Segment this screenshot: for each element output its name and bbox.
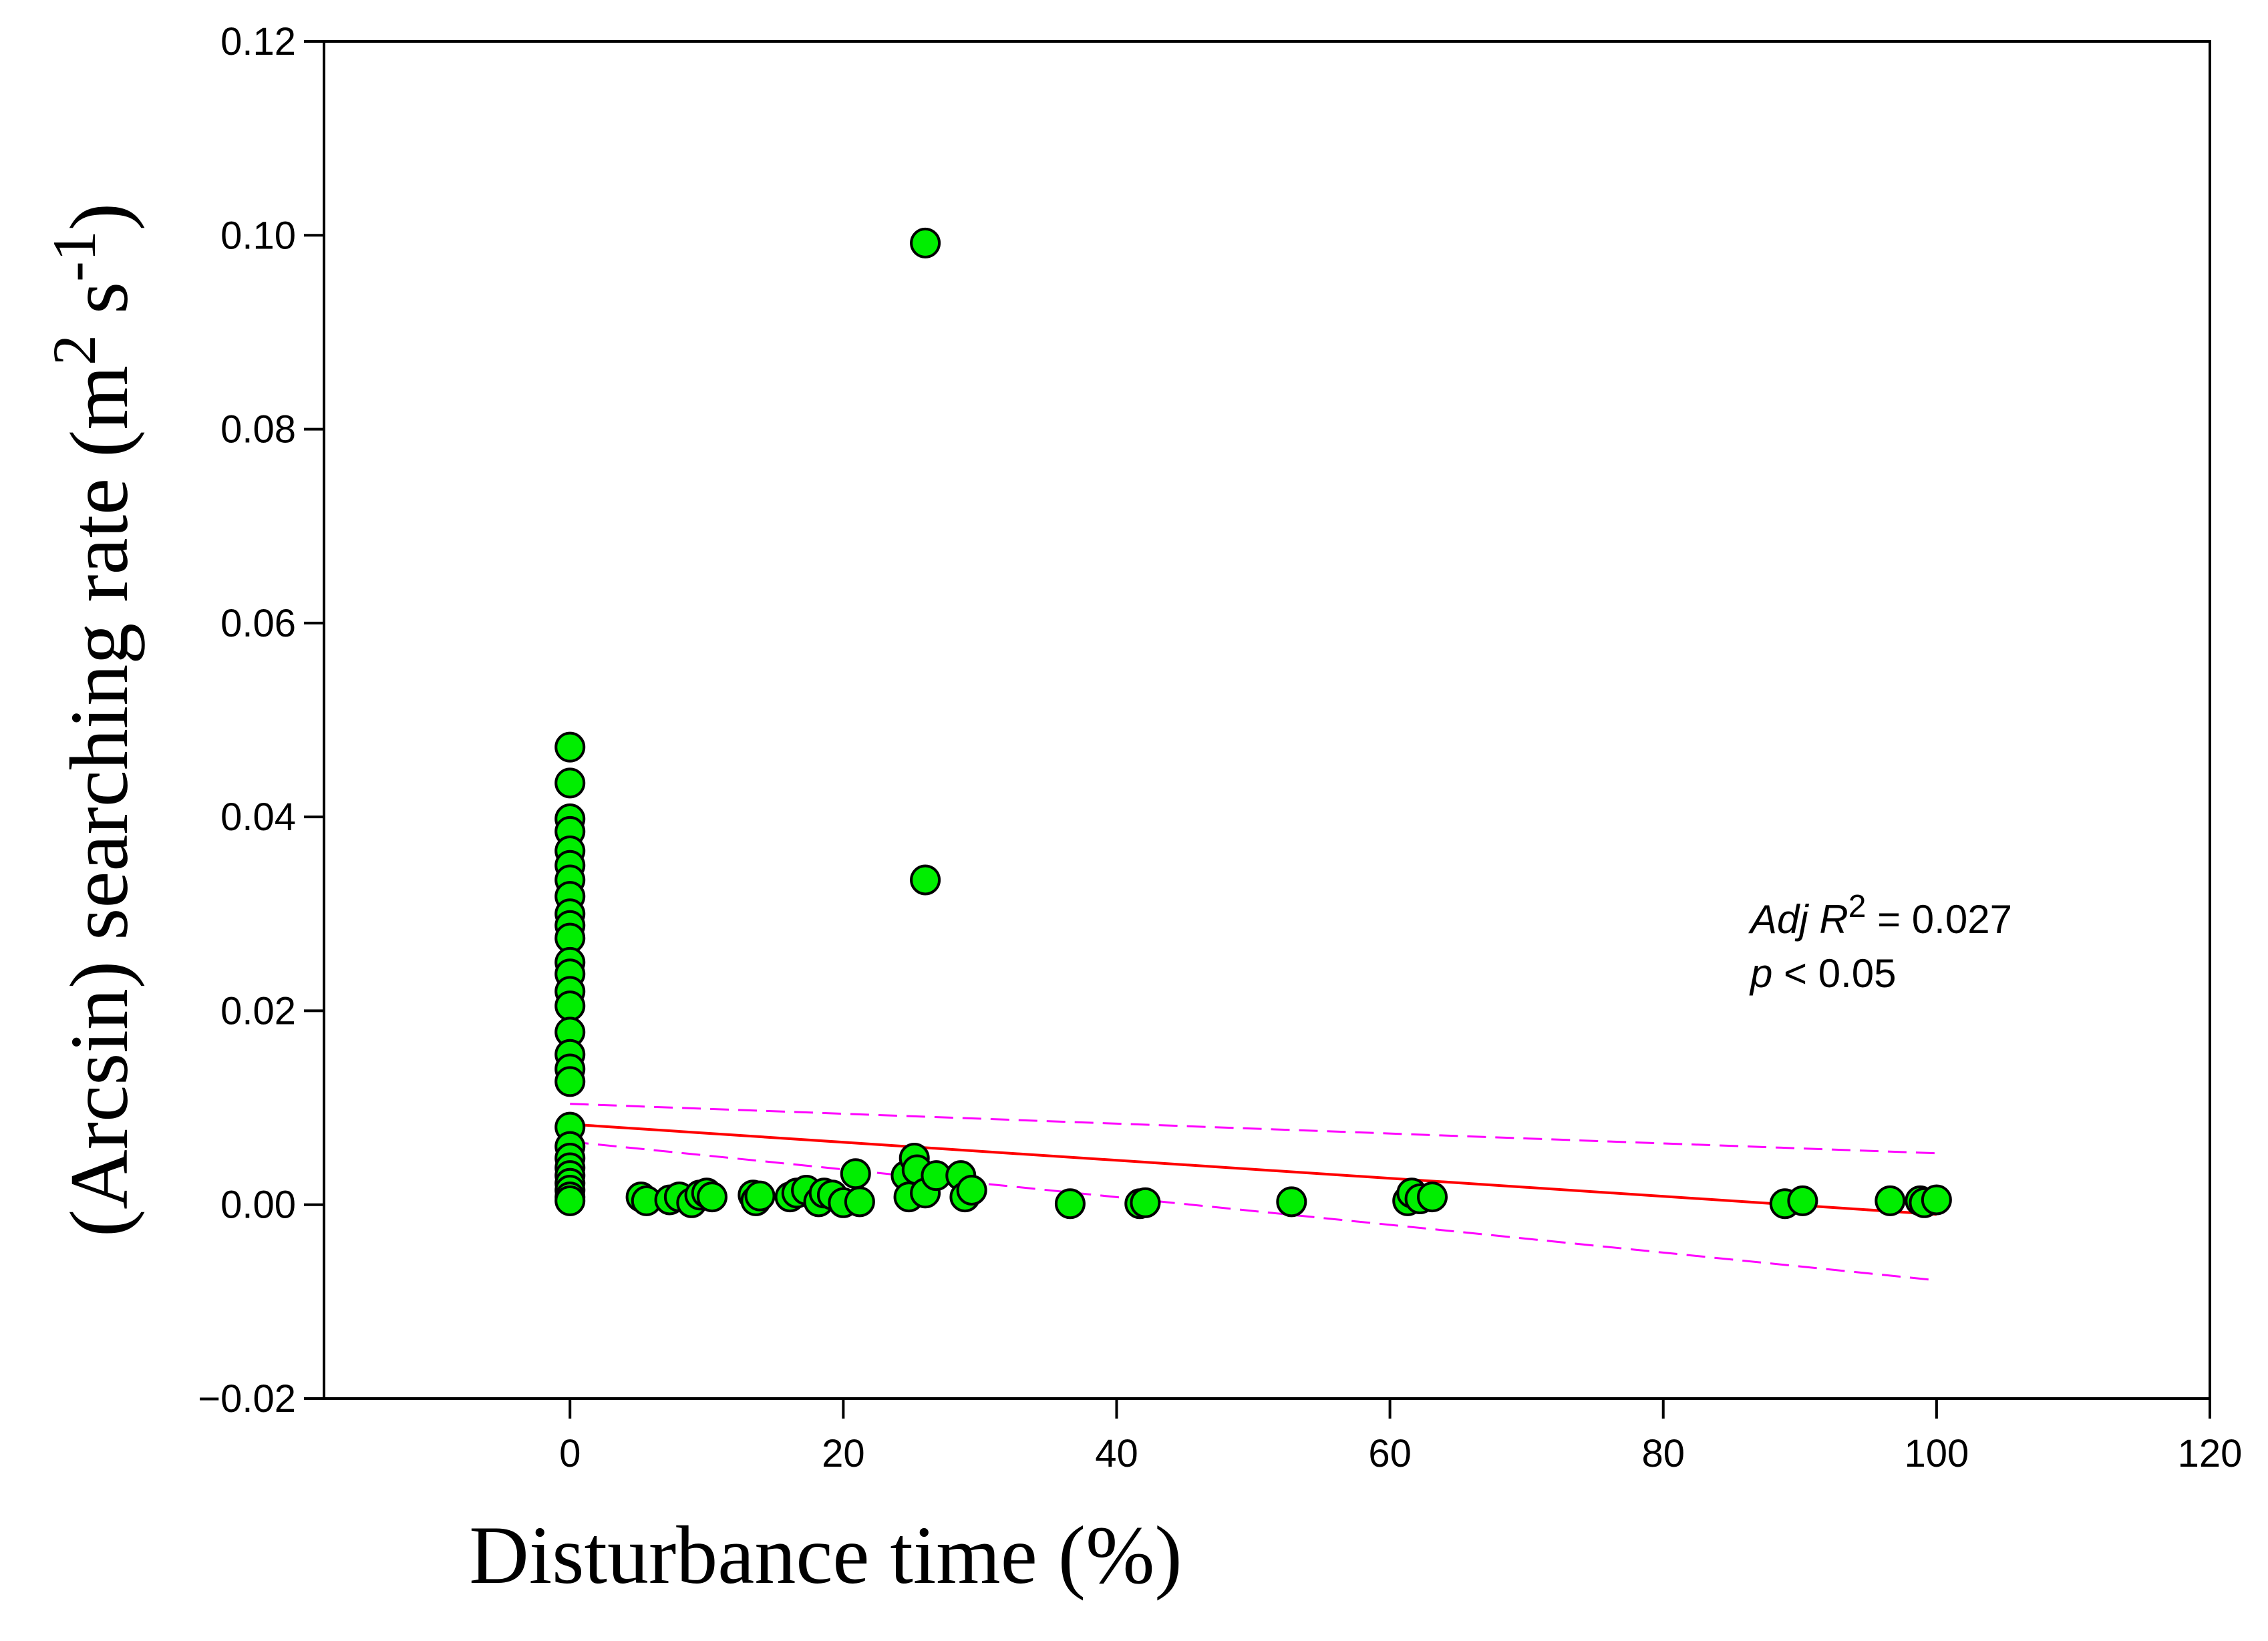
data-point — [1276, 1186, 1307, 1218]
x-tick-label: 0 — [559, 1432, 581, 1475]
data-point — [696, 1181, 727, 1213]
data-point — [1054, 1188, 1086, 1220]
y-axis: −0.02 0.00 0.02 0.04 0.06 0.08 0.10 0.12 — [198, 20, 324, 1421]
annotation-p: p < 0.05 — [1749, 951, 1897, 996]
data-point — [840, 1158, 871, 1190]
y-axis-title-s: s — [53, 282, 145, 335]
y-tick-label: 0.00 — [220, 1183, 296, 1227]
data-point — [956, 1174, 987, 1206]
data-point — [1875, 1185, 1906, 1216]
y-axis-title-text: (Arcsin) searching rate (m — [53, 365, 145, 1237]
data-point — [554, 1185, 586, 1216]
plot-frame — [323, 40, 2211, 1400]
y-axis-title-sup-neg1: -1 — [40, 230, 108, 282]
y-tick-label: 0.02 — [220, 989, 296, 1033]
x-axis-title: Disturbance time (%) — [469, 1509, 1182, 1601]
x-axis: 0 20 40 60 80 100 120 — [559, 1399, 2242, 1475]
y-axis-title-sup-2: 2 — [40, 335, 108, 365]
data-point — [1921, 1184, 1952, 1216]
regression-lines — [570, 1103, 1937, 1282]
data-point — [910, 864, 941, 896]
y-tick-label: 0.08 — [220, 408, 296, 451]
x-tick-label: 120 — [2178, 1432, 2243, 1475]
data-points — [554, 227, 1952, 1220]
y-axis-title: (Arcsin) searching rate (m2 s-1) — [40, 203, 145, 1237]
y-axis-title-close: ) — [53, 203, 145, 230]
data-point — [554, 731, 586, 763]
y-tick-label: 0.04 — [220, 795, 296, 839]
x-tick-label: 60 — [1368, 1432, 1412, 1475]
data-point — [1417, 1181, 1448, 1213]
confidence-band-lower — [570, 1140, 1937, 1282]
x-tick-label: 80 — [1641, 1432, 1685, 1475]
y-tick-label: −0.02 — [198, 1377, 296, 1421]
data-point — [554, 990, 586, 1022]
y-tick-label: 0.12 — [220, 20, 296, 63]
x-tick-label: 40 — [1095, 1432, 1138, 1475]
annotation-r2: Adj R2 = 0.027 — [1748, 889, 2012, 942]
data-point — [744, 1180, 776, 1212]
confidence-band-upper — [570, 1103, 1937, 1155]
y-tick-label: 0.10 — [220, 214, 296, 257]
data-point — [554, 1066, 586, 1097]
data-point — [1787, 1185, 1818, 1216]
x-tick-label: 20 — [822, 1432, 865, 1475]
annotation-adj-r: Adj R — [1748, 897, 1848, 942]
annotation-r2-value: = 0.027 — [1866, 897, 2012, 942]
data-point — [554, 767, 586, 799]
data-point — [1130, 1187, 1161, 1218]
data-point — [844, 1186, 875, 1218]
y-tick-label: 0.06 — [220, 602, 296, 645]
x-tick-label: 100 — [1904, 1432, 1969, 1475]
data-point — [910, 227, 941, 258]
regression-line — [570, 1123, 1937, 1216]
annotation-p-label: p — [1749, 951, 1772, 996]
annotation-p-value: < 0.05 — [1772, 951, 1896, 996]
annotation-r-sup: 2 — [1848, 889, 1867, 924]
